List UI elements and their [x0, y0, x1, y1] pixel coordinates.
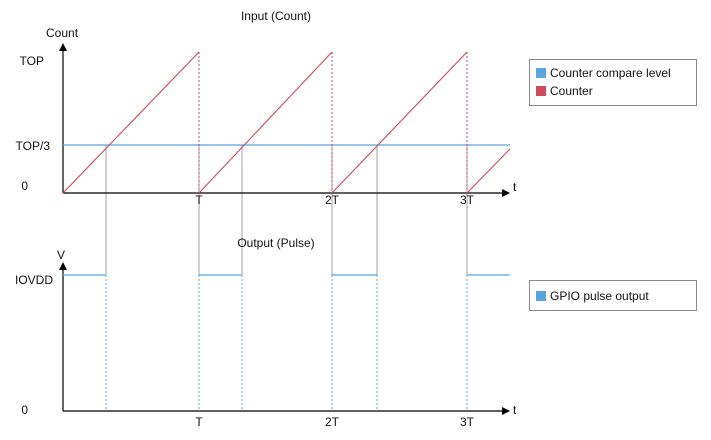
counter-swatch: [536, 86, 546, 96]
bottom-x-tick-3t: 3T: [460, 415, 475, 429]
compare-level-swatch: [536, 68, 546, 78]
bottom-x-tick-2t: 2T: [325, 415, 340, 429]
top-panel-title: Input (Count): [241, 9, 311, 23]
gpio-pulse-train: [63, 274, 510, 411]
top-y-axis-label: Count: [46, 26, 79, 40]
top-y-tick-top: TOP: [20, 54, 44, 68]
bottom-panel-title: Output (Pulse): [237, 236, 314, 250]
top-x-axis-label: t: [513, 180, 517, 194]
bottom-y-axis-label: V: [57, 248, 65, 262]
legend-label-counter: Counter: [550, 84, 593, 98]
top-x-tick-3t: 3T: [460, 193, 475, 207]
bottom-y-tick-iovdd: IOVDD: [15, 273, 53, 287]
top-panel: Input (Count) Count t TOP TOP/3 0 T 2T 3…: [16, 9, 517, 207]
bottom-legend: GPIO pulse output: [529, 280, 697, 311]
top-legend: Counter compare level Counter: [529, 59, 697, 106]
bottom-panel: Output (Pulse) V t IOVDD 0 T 2T 3T: [15, 236, 517, 429]
counter-sawtooth: [62, 51, 511, 194]
bottom-x-tick-t: T: [195, 415, 203, 429]
top-y-tick-zero: 0: [21, 179, 28, 193]
gpio-pulse-swatch: [536, 291, 546, 301]
counter-ramp-4: [466, 148, 511, 194]
counter-ramp-2: [198, 51, 333, 194]
counter-ramp-1: [62, 51, 200, 194]
guide-lines: [105, 145, 468, 275]
legend-label-gpio-pulse: GPIO pulse output: [550, 289, 649, 303]
legend-item-counter: Counter: [536, 82, 690, 100]
counter-ramp-3: [331, 51, 468, 194]
legend-item-gpio-pulse: GPIO pulse output: [536, 287, 690, 305]
bottom-x-axis-label: t: [513, 403, 517, 417]
legend-item-compare-level: Counter compare level: [536, 64, 690, 82]
top-y-tick-top-third: TOP/3: [16, 139, 51, 153]
top-x-tick-t: T: [195, 193, 203, 207]
legend-label-compare-level: Counter compare level: [550, 66, 671, 80]
bottom-y-tick-zero: 0: [21, 403, 28, 417]
top-x-tick-2t: 2T: [325, 193, 340, 207]
